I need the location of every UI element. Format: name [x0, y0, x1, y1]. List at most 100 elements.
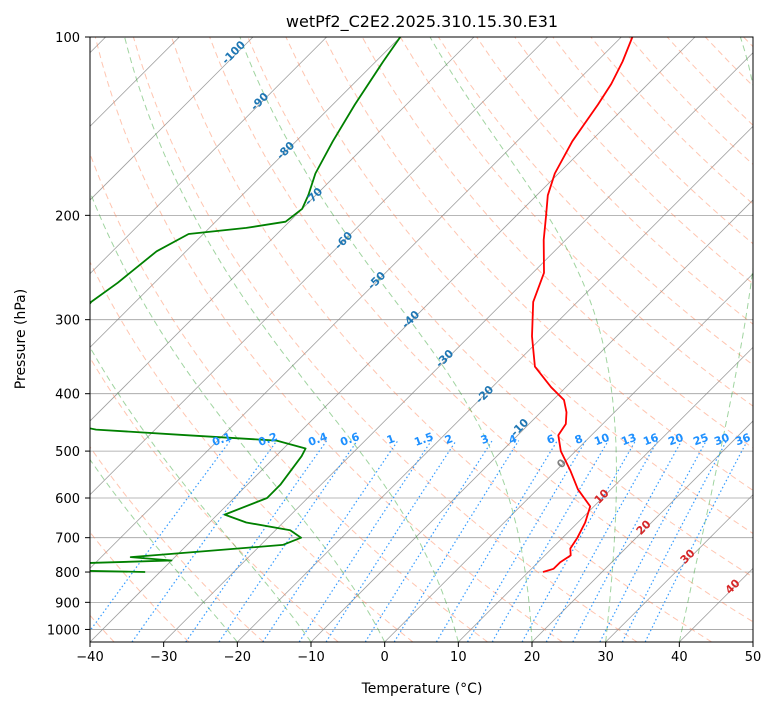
mixing-ratio-label: 10 — [592, 431, 611, 449]
mixing-ratio-label: 2 — [443, 432, 455, 447]
y-tick-label: 800 — [55, 566, 80, 581]
mixing-ratio-line — [435, 440, 558, 642]
mixing-ratio-label: 0.1 — [210, 430, 233, 449]
x-tick-label: −10 — [297, 650, 324, 665]
mixing-ratio-label: 30 — [712, 431, 731, 449]
mixing-ratio-label: 8 — [573, 432, 585, 447]
mixing-ratio-line — [185, 440, 328, 642]
mixing-ratio-label: 20 — [666, 431, 685, 449]
isotherm-line — [90, 37, 548, 496]
axes: −40 −30 −20 −10 0 10 20 30 40 5010020030040050060… — [47, 31, 761, 665]
mixing-ratio-label: 1.5 — [412, 430, 435, 449]
moist-adiabat — [90, 190, 386, 642]
dry-adiabat — [285, 37, 753, 535]
dry-adiabat-lines — [90, 37, 753, 642]
isotherm-line — [90, 37, 622, 569]
mixing-ratio-line — [364, 440, 493, 642]
dry-adiabat — [323, 37, 753, 491]
moist-adiabat — [90, 458, 238, 642]
y-tick-label: 100 — [55, 31, 80, 46]
x-tick-label: −20 — [224, 650, 251, 665]
mixing-ratio-line — [262, 440, 399, 642]
dry-adiabat — [90, 446, 264, 642]
mixing-ratio-line — [325, 440, 457, 642]
y-tick-label: 600 — [55, 492, 80, 507]
mixing-ratio-line — [491, 440, 609, 642]
mixing-ratio-line — [466, 440, 587, 642]
mixing-ratio-line — [521, 440, 637, 642]
mixing-ratio-line — [545, 440, 659, 642]
plot-frame — [89, 36, 754, 643]
x-tick-label: 30 — [597, 650, 614, 665]
moist-adiabat-lines — [90, 37, 753, 642]
moist-adiabat — [90, 346, 312, 642]
y-tick-label: 1000 — [47, 623, 80, 638]
mixing-ratio-label: 25 — [691, 431, 710, 448]
mixing-ratio-line — [131, 440, 278, 642]
isotherm-line — [237, 125, 753, 642]
chart-title: wetPf2_C2E2.2025.310.15.30.E31 — [286, 12, 558, 32]
x-tick-label: 20 — [524, 650, 541, 665]
dry-adiabat — [476, 37, 753, 325]
mixing-ratio-lines — [90, 440, 748, 642]
x-axis-label: Temperature (°C) — [361, 681, 483, 697]
mixing-ratio-line — [393, 440, 520, 642]
x-tick-label: 10 — [450, 650, 467, 665]
isotherm-line — [90, 37, 475, 422]
x-tick-label: −40 — [76, 650, 103, 665]
mixing-ratio-label: 1 — [385, 432, 397, 447]
moist-adiabat — [124, 37, 459, 642]
isotherm-line — [531, 420, 753, 642]
mixing-ratio-label: 36 — [733, 431, 752, 449]
y-tick-label: 900 — [55, 596, 80, 611]
dewpoint-profile-line — [90, 37, 402, 573]
mixing-ratio-label: 0.6 — [338, 430, 361, 449]
isotherm-line — [90, 37, 254, 201]
moist-adiabat — [239, 37, 533, 642]
isotherm-line — [90, 37, 696, 642]
isotherm-line — [384, 273, 753, 642]
moist-adiabat — [429, 37, 617, 642]
isotherm-line — [90, 37, 401, 348]
mixing-ratio-line — [644, 440, 748, 642]
mixing-ratio-label: 6 — [545, 432, 557, 447]
sounding-series — [90, 37, 634, 573]
dry-adiabat — [209, 37, 753, 623]
isobar-gridlines — [90, 37, 753, 630]
y-axis-label: Pressure (hPa) — [13, 289, 29, 389]
mixing-ratio-label: 13 — [619, 431, 638, 448]
y-tick-label: 700 — [55, 532, 80, 547]
mixing-ratio-label: 0.4 — [306, 430, 329, 449]
dry-adiabat — [90, 260, 414, 642]
dry-adiabat — [94, 37, 563, 642]
dry-adiabat — [132, 37, 638, 642]
mixing-ratio-line — [298, 440, 432, 642]
y-tick-label: 300 — [55, 314, 80, 329]
x-tick-label: 50 — [745, 650, 762, 665]
isotherm-lines — [90, 37, 753, 642]
y-tick-label: 200 — [55, 209, 80, 224]
mixing-ratio-line — [572, 440, 683, 642]
isotherm-line — [163, 52, 753, 642]
dry-adiabat — [247, 37, 753, 578]
isotherm-line — [458, 346, 753, 642]
isotherm-line — [310, 199, 753, 642]
x-tick-label: 0 — [381, 650, 389, 665]
moist-adiabat — [678, 37, 753, 642]
temperature-profile-line — [531, 37, 634, 573]
isotherm-line — [90, 37, 327, 275]
x-tick-label: 40 — [671, 650, 688, 665]
mixing-ratio-label: 3 — [479, 432, 491, 447]
mixing-ratio-label: 0.2 — [256, 430, 279, 449]
y-tick-label: 400 — [55, 388, 80, 403]
isotherm-line — [605, 494, 753, 642]
dry-adiabat — [514, 37, 753, 285]
dry-adiabat — [171, 37, 712, 642]
x-tick-label: −30 — [150, 650, 177, 665]
plot-area: -100-90-80-70-60-50-40-30-20-10010203040… — [90, 37, 753, 642]
mixing-ratio-label: 16 — [641, 431, 660, 449]
dry-adiabat — [90, 356, 339, 642]
mixing-ratio-label: 4 — [507, 432, 519, 447]
y-tick-label: 500 — [55, 445, 80, 460]
